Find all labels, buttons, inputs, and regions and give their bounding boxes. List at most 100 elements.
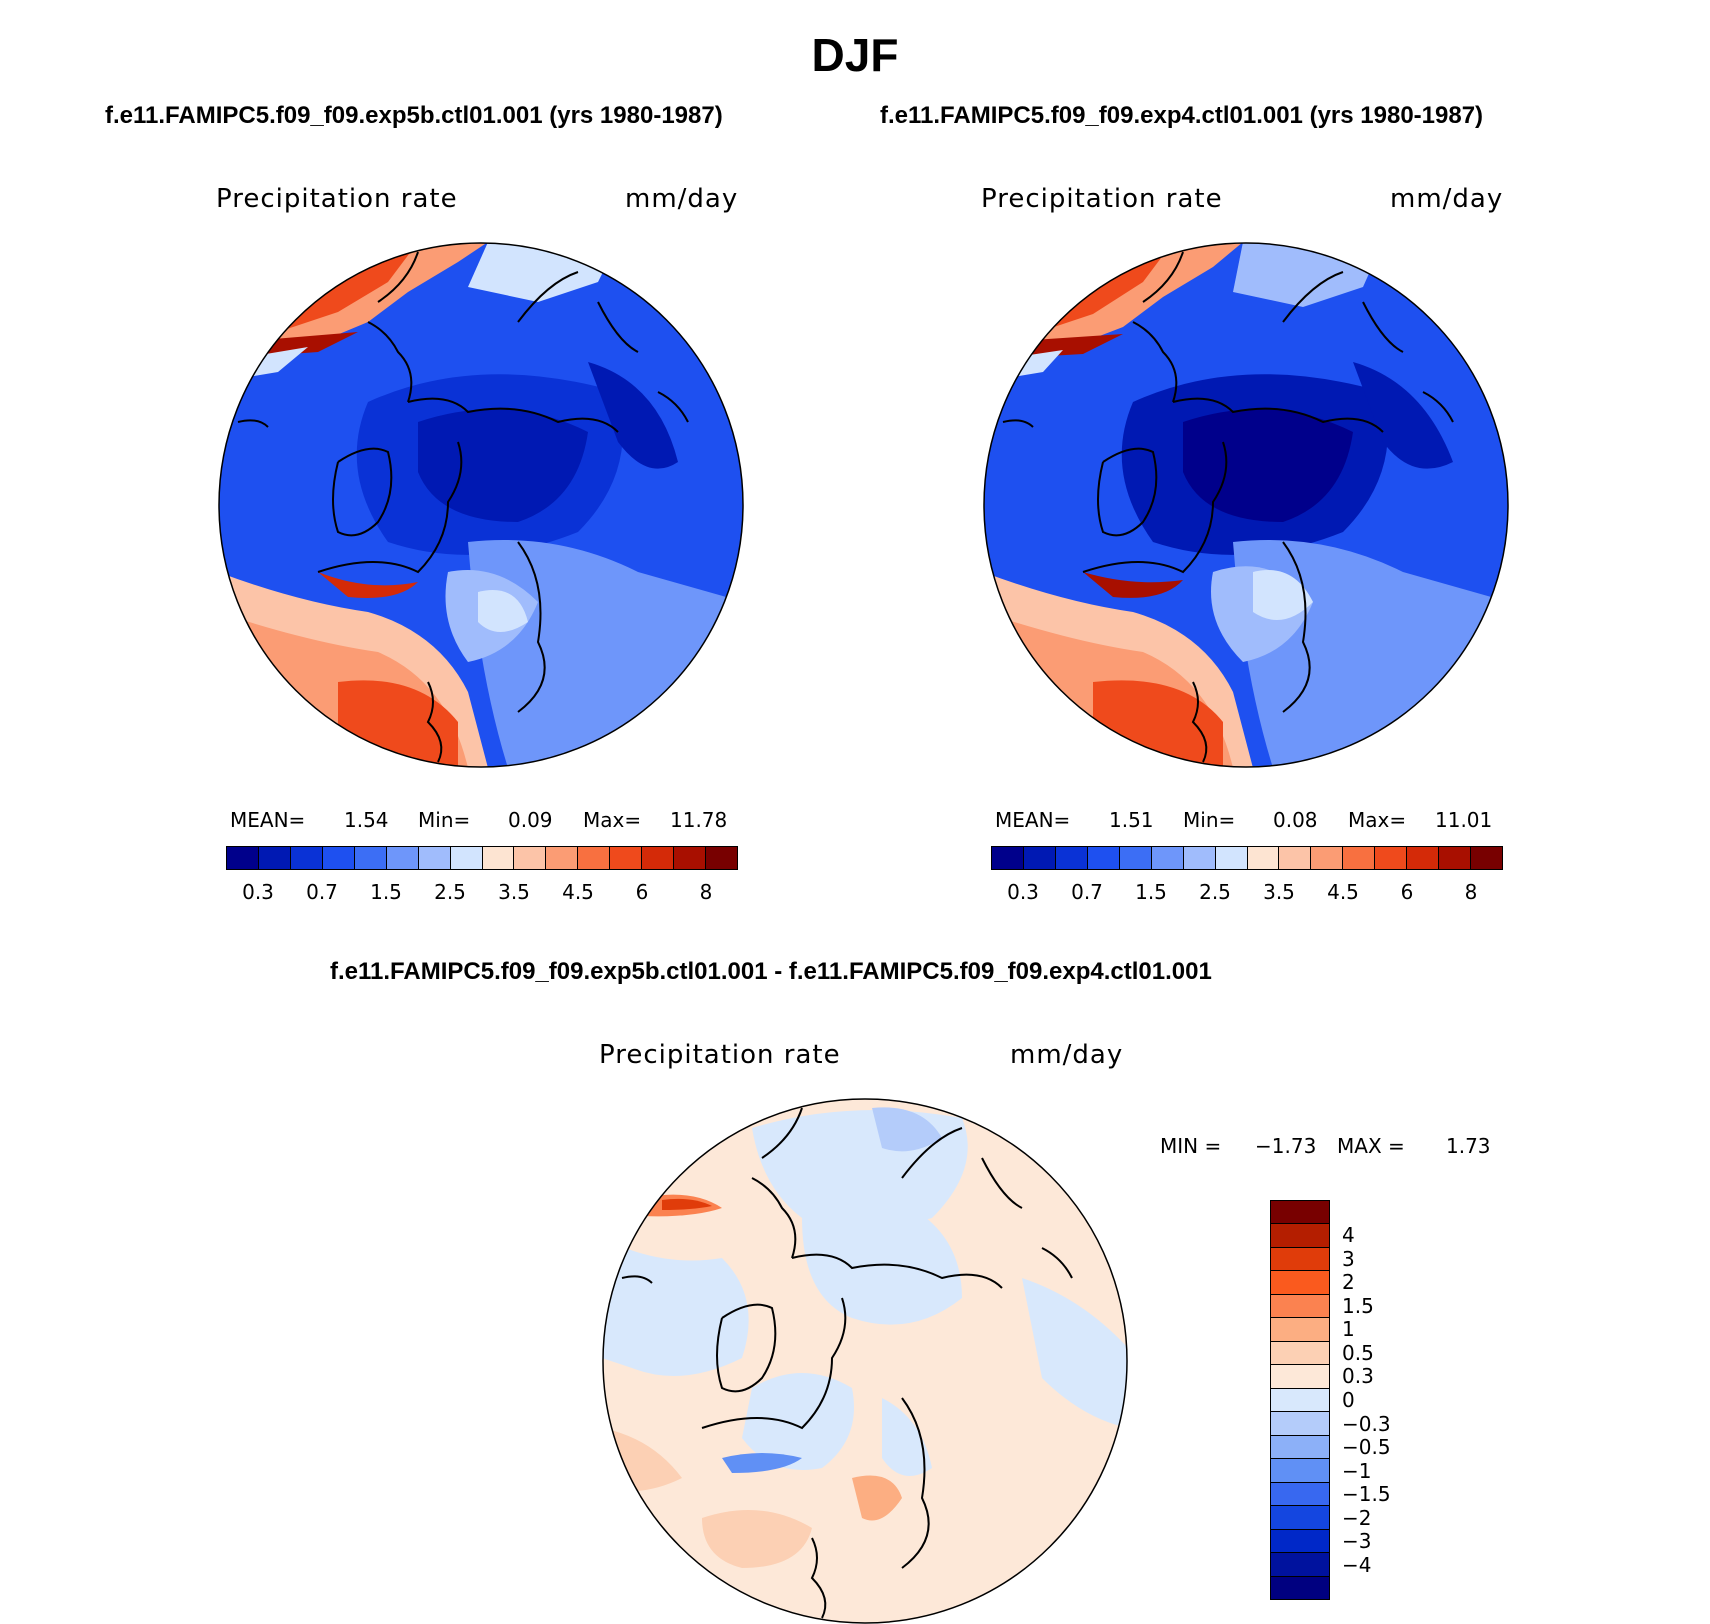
panel-left-colorbar-tick-label: 8	[699, 880, 713, 904]
panel-right-colorbar-tick-label: 0.3	[1007, 880, 1039, 904]
diff-panel-units-label: mm/day	[1010, 1040, 1124, 1070]
panel-right-colorbar-cell	[1439, 847, 1472, 869]
diff-panel-colorbar-cell	[1271, 1506, 1329, 1530]
panel-left-colorbar-cell	[482, 847, 515, 869]
diff-panel-colorbar-cell	[1271, 1576, 1329, 1599]
diff-panel-colorbar-cell	[1271, 1341, 1329, 1366]
panel-left-colorbar-tick-label: 3.5	[498, 880, 530, 904]
panel-right-colorbar-cell	[1471, 847, 1502, 869]
panel-left-colorbar-cell	[258, 847, 291, 869]
panel-right-colorbar-cell	[1407, 847, 1440, 869]
diff-panel-colorbar-cell	[1271, 1224, 1329, 1248]
panel-left-mean-value: 1.54	[344, 808, 389, 832]
diff-panel-colorbar-cell	[1271, 1201, 1329, 1225]
diff-panel-colorbar-cell	[1271, 1294, 1329, 1319]
diff-panel-colorbar-cell	[1271, 1318, 1329, 1342]
diff-panel-colorbar-tick-label: −3	[1342, 1529, 1372, 1554]
panel-right-colorbar-cell	[1055, 847, 1088, 869]
panel-right-colorbar-cell	[992, 847, 1024, 869]
diff-panel-polar-map	[602, 1098, 1128, 1624]
panel-left-colorbar-cell	[450, 847, 483, 869]
panel-left-max-value: 11.78	[670, 808, 728, 832]
diff-panel-colorbar-tick-label: −1	[1342, 1458, 1372, 1483]
panel-left-field-label: Precipitation rate	[216, 184, 458, 214]
panel-right-colorbar-cell	[1183, 847, 1216, 869]
panel-left-colorbar	[226, 846, 738, 870]
panel-right-colorbar-cell	[1119, 847, 1152, 869]
panel-right-units-label: mm/day	[1390, 184, 1504, 214]
panel-left-colorbar-cell	[290, 847, 323, 869]
diff-panel-max-label: MAX =	[1337, 1134, 1405, 1158]
panel-right-colorbar-tick-label: 1.5	[1135, 880, 1167, 904]
panel-left-colorbar-tick-label: 2.5	[434, 880, 466, 904]
panel-right-colorbar-cell	[1375, 847, 1408, 869]
panel-left-colorbar-cell	[578, 847, 611, 869]
diff-panel-colorbar-tick-label: 0	[1342, 1388, 1355, 1412]
diff-panel-colorbar-tick-label: 0.3	[1342, 1364, 1374, 1389]
panel-left-colorbar-cell	[514, 847, 547, 869]
panel-left-subtitle: f.e11.FAMIPC5.f09_f09.exp5b.ctl01.001 (y…	[105, 102, 723, 129]
diff-panel-field-label: Precipitation rate	[599, 1040, 841, 1070]
panel-left-units-label: mm/day	[625, 184, 739, 214]
panel-left-min-label: Min=	[418, 808, 471, 832]
diff-panel-colorbar-cell	[1271, 1247, 1329, 1272]
panel-right-colorbar-cell	[1247, 847, 1280, 869]
panel-right-max-label: Max=	[1348, 808, 1407, 832]
panel-right-colorbar-ticks: 0.3 0.7 1.5 2.5 3.5 4.5 6 8	[991, 880, 1503, 906]
panel-right-colorbar-tick-label: 4.5	[1327, 880, 1359, 904]
panel-left-colorbar-cell	[546, 847, 579, 869]
panel-right-colorbar-cell	[1215, 847, 1248, 869]
panel-left-colorbar-tick-label: 6	[635, 880, 649, 904]
panel-right-colorbar-cell	[1087, 847, 1120, 869]
panel-left-colorbar-cell	[642, 847, 675, 869]
diff-panel-colorbar-tick-label: −4	[1342, 1552, 1372, 1577]
panel-left-colorbar-cell	[674, 847, 707, 869]
panel-right-colorbar-cell	[1311, 847, 1344, 869]
panel-right-colorbar-tick-label: 0.7	[1071, 880, 1103, 904]
diff-panel-colorbar-tick-label: 1.5	[1342, 1293, 1374, 1318]
panel-right-min-label: Min=	[1183, 808, 1236, 832]
panel-right-colorbar-cell	[1343, 847, 1376, 869]
diff-panel-colorbar-tick-label: 4	[1342, 1223, 1355, 1248]
diff-panel-colorbar-cell	[1271, 1553, 1329, 1577]
panel-right-colorbar-tick-label: 3.5	[1263, 880, 1295, 904]
panel-left-colorbar-tick-label: 0.3	[242, 880, 274, 904]
panel-right-min-value: 0.08	[1273, 808, 1318, 832]
panel-left-colorbar-cell	[227, 847, 259, 869]
panel-left-colorbar-cell	[322, 847, 355, 869]
diff-panel-colorbar-cell	[1271, 1412, 1329, 1436]
panel-left-colorbar-cell	[354, 847, 387, 869]
diff-panel-colorbar-tick-label: 2	[1342, 1270, 1355, 1295]
diff-panel-colorbar-cell	[1271, 1435, 1329, 1460]
panel-left-colorbar-tick-label: 1.5	[370, 880, 402, 904]
diff-panel-colorbar	[1270, 1200, 1330, 1600]
panel-right-mean-value: 1.51	[1109, 808, 1154, 832]
diff-panel-colorbar-cell	[1271, 1271, 1329, 1295]
diff-panel-colorbar-cell	[1271, 1459, 1329, 1483]
panel-right-colorbar-cell	[1279, 847, 1312, 869]
panel-right-max-value: 11.01	[1435, 808, 1493, 832]
panel-right-mean-label: MEAN=	[995, 808, 1071, 832]
panel-left-min-value: 0.09	[508, 808, 553, 832]
diff-panel-colorbar-tick-label: −1.5	[1342, 1482, 1391, 1507]
panel-left-colorbar-cell	[610, 847, 643, 869]
panel-right-field-label: Precipitation rate	[981, 184, 1223, 214]
panel-left-mean-label: MEAN=	[230, 808, 306, 832]
panel-left-max-label: Max=	[583, 808, 642, 832]
diff-panel-subtitle: f.e11.FAMIPC5.f09_f09.exp5b.ctl01.001 - …	[330, 958, 1212, 985]
panel-right-colorbar	[991, 846, 1503, 870]
diff-panel-colorbar-tick-label: −0.5	[1342, 1435, 1391, 1460]
diff-panel-max-value: 1.73	[1446, 1134, 1491, 1158]
panel-left-polar-map	[218, 242, 744, 768]
diff-panel-colorbar-tick-label: 3	[1342, 1246, 1355, 1271]
diff-panel-colorbar-tick-label: −2	[1342, 1505, 1372, 1530]
panel-right-polar-map	[983, 242, 1509, 768]
diff-panel-colorbar-cell	[1271, 1365, 1329, 1389]
panel-right-subtitle: f.e11.FAMIPC5.f09_f09.exp4.ctl01.001 (yr…	[880, 102, 1484, 129]
panel-left-colorbar-tick-label: 0.7	[306, 880, 338, 904]
panel-left-colorbar-tick-label: 4.5	[562, 880, 594, 904]
panel-right-colorbar-tick-label: 8	[1464, 880, 1478, 904]
panel-left-colorbar-cell	[418, 847, 451, 869]
diff-panel-colorbar-ticks: 4 3 2 1.5 1 0.5 0.3 0 −0.3 −0.5 −1 −1.5 −2 −3 −4	[1342, 1200, 1422, 1600]
diff-panel-colorbar-cell	[1271, 1529, 1329, 1554]
